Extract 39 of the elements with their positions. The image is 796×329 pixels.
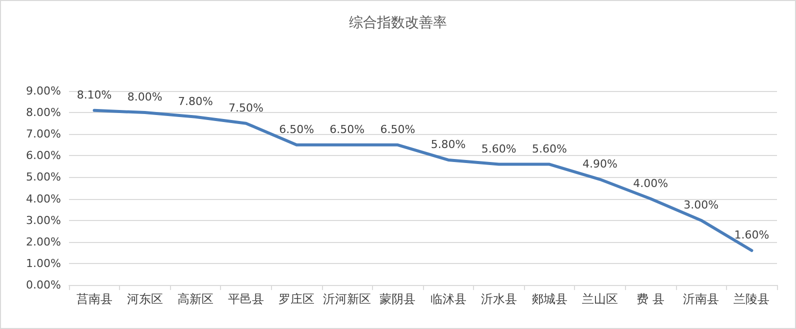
- x-tick-label: 高新区: [177, 292, 214, 306]
- x-tick-label: 沂河新区: [323, 292, 372, 306]
- y-tick-label: 0.00%: [26, 278, 61, 292]
- x-tick-label: 兰山区: [582, 292, 618, 306]
- chart-title: 综合指数改善率: [349, 14, 447, 31]
- y-tick-label: 8.00%: [26, 106, 61, 120]
- data-label: 6.50%: [330, 122, 365, 136]
- data-label: 1.60%: [734, 228, 770, 242]
- x-tick-label: 沂南县: [683, 292, 720, 306]
- x-tick-label: 蒙阴县: [380, 292, 416, 306]
- y-tick-label: 5.00%: [26, 170, 61, 184]
- data-label: 7.80%: [178, 94, 213, 108]
- data-label: 5.80%: [430, 138, 466, 151]
- data-label: 5.60%: [481, 142, 516, 156]
- data-label: 4.90%: [582, 157, 618, 170]
- x-tick-label: 莒南县: [76, 292, 112, 306]
- x-tick-label: 郯城县: [531, 292, 568, 306]
- data-label: 6.50%: [279, 122, 314, 136]
- data-label: 4.00%: [633, 176, 668, 190]
- y-tick-label: 9.00%: [26, 84, 61, 98]
- y-tick-label: 1.00%: [26, 256, 61, 270]
- y-tick-label: 6.00%: [26, 149, 61, 162]
- data-label: 6.50%: [380, 122, 416, 136]
- y-tick-label: 3.00%: [26, 214, 61, 227]
- x-tick-label: 临沭县: [430, 292, 466, 306]
- x-tick-label: 沂水县: [480, 292, 517, 306]
- x-tick-label: 费 县: [636, 292, 664, 306]
- data-label: 3.00%: [684, 198, 719, 212]
- data-label: 5.60%: [532, 142, 567, 156]
- data-label: 8.00%: [127, 90, 162, 104]
- y-tick-label: 4.00%: [26, 192, 61, 206]
- y-tick-label: 2.00%: [26, 235, 61, 248]
- data-label: 8.10%: [76, 88, 112, 102]
- x-tick-label: 兰陵县: [734, 292, 770, 306]
- x-tick-label: 河东区: [126, 292, 163, 306]
- data-label: 7.50%: [228, 101, 264, 114]
- x-tick-label: 平邑县: [228, 292, 264, 306]
- y-tick-label: 7.00%: [26, 128, 61, 141]
- x-tick-label: 罗庄区: [278, 292, 315, 306]
